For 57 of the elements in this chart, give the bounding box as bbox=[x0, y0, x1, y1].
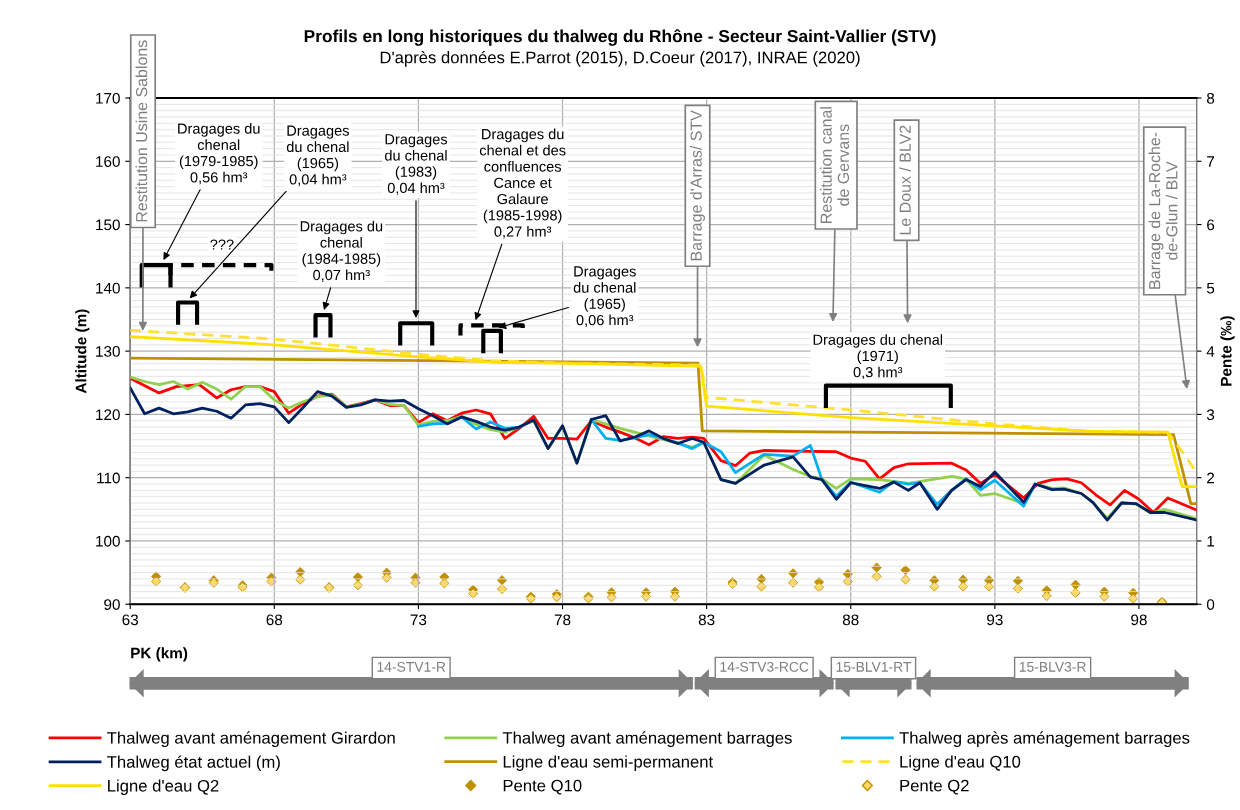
y-tick-label: 130 bbox=[96, 346, 120, 357]
legend-label: Thalweg avant aménagement Girardon bbox=[107, 731, 395, 748]
y-tick-label: 100 bbox=[96, 535, 120, 547]
x-tick-label: 83 bbox=[698, 614, 715, 626]
y2-tick-label: 6 bbox=[1207, 219, 1215, 231]
legend-label: Pente Q10 bbox=[503, 779, 582, 795]
annotation: Le Doux / BLV2 bbox=[899, 125, 911, 235]
y-axis-title: Altitude (m) bbox=[75, 309, 90, 394]
y-tick-label: 170 bbox=[96, 92, 120, 104]
x-tick-label: 68 bbox=[266, 614, 283, 626]
chart-subtitle: D'après données E.Parrot (2015), D.Coeur (2017), INRAE (2020) bbox=[380, 50, 860, 67]
annotation: Dragages du chenal (1979-1985) 0,56 hm³ bbox=[178, 123, 260, 185]
y-tick-label: 90 bbox=[104, 599, 120, 610]
annotation: ??? bbox=[210, 239, 234, 250]
y2-tick-label: 3 bbox=[1206, 409, 1215, 421]
annotation: Dragages du chenal (1984-1985) 0,07 hm³ bbox=[300, 220, 383, 282]
y2-tick-label: 4 bbox=[1206, 346, 1215, 357]
legend-label: Thalweg avant aménagement barrages bbox=[502, 731, 792, 748]
x-tick-label: 93 bbox=[987, 614, 1003, 626]
legend-label: Pente Q2 bbox=[900, 779, 969, 795]
x-axis-title: PK (km) bbox=[131, 647, 188, 662]
x-tick-label: 88 bbox=[842, 614, 859, 626]
text: 15-BLV1-RT bbox=[836, 662, 912, 672]
y2-tick-label: 0 bbox=[1206, 599, 1215, 610]
y-tick-label: 160 bbox=[96, 156, 120, 167]
y2-tick-label: 7 bbox=[1207, 156, 1215, 167]
y2-tick-label: 8 bbox=[1206, 92, 1215, 104]
annotation: Dragages du chenal (1965) 0,04 hm³ bbox=[286, 125, 349, 187]
legend-label: Thalweg après aménagement barrages bbox=[899, 731, 1190, 748]
y-tick-label: 110 bbox=[97, 472, 120, 484]
annotation: Restitution canal de Gervans bbox=[820, 107, 850, 223]
annotation: Dragages du chenal (1983) 0,04 hm³ bbox=[384, 134, 448, 195]
x-tick-label: 63 bbox=[122, 614, 139, 626]
annotation: Dragages du chenal (1965) 0,06 hm³ bbox=[573, 266, 636, 327]
annotation: Barrage d'Arras/ STV bbox=[690, 110, 705, 261]
legend-label: Thalweg état actuel (m) bbox=[107, 755, 280, 772]
y2-tick-label: 5 bbox=[1206, 282, 1215, 294]
x-tick-label: 73 bbox=[410, 614, 427, 626]
legend-label: Ligne d'eau Q2 bbox=[108, 779, 219, 795]
annotation: Dragages du chenal (1971) 0,3 hm³ bbox=[813, 334, 943, 380]
x-tick-label: 78 bbox=[554, 614, 571, 626]
y-tick-label: 150 bbox=[96, 219, 120, 231]
y2-axis-title: Pente (‰) bbox=[1220, 316, 1235, 386]
y-tick-label: 140 bbox=[96, 282, 120, 294]
chart-title: Profils en long historiques du thalweg du Rhône - Secteur Saint-Vallier (STV) bbox=[304, 29, 936, 46]
y2-tick-label: 2 bbox=[1207, 472, 1215, 484]
y-tick-label: 120 bbox=[96, 409, 120, 421]
text: 14-STV1-R bbox=[377, 661, 446, 672]
text: 15-BLV3-R bbox=[1019, 661, 1086, 672]
legend-label: Ligne d'eau Q10 bbox=[900, 755, 1021, 771]
x-tick-label: 98 bbox=[1131, 614, 1147, 626]
annotation: Barrage de La-Roche- de-Glun / BLV bbox=[1148, 132, 1178, 289]
annotation: Dragages du chenal et des confluences Cance et Galaure (1985-1998) 0,27 hm³ bbox=[479, 128, 566, 239]
y2-tick-label: 1 bbox=[1207, 536, 1215, 547]
text: 14-STV3-RCC bbox=[720, 661, 809, 672]
annotation: Restitution Usine Sablons bbox=[135, 40, 148, 222]
legend-label: Ligne d'eau semi-permanent bbox=[503, 755, 714, 771]
